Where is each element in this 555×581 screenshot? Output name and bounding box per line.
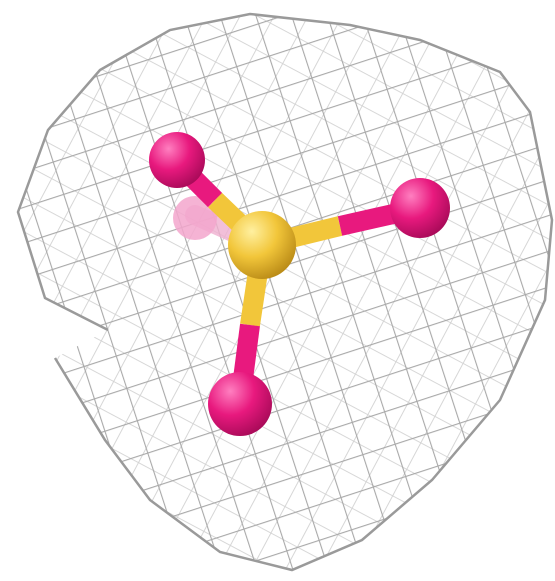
- sulfur: [228, 211, 296, 279]
- oxygen-back: [173, 196, 217, 240]
- oxygen: [149, 132, 205, 188]
- mesh-outline: [16, 12, 554, 572]
- oxygen: [208, 372, 272, 436]
- oxygen: [390, 178, 450, 238]
- sulfate: [149, 132, 450, 436]
